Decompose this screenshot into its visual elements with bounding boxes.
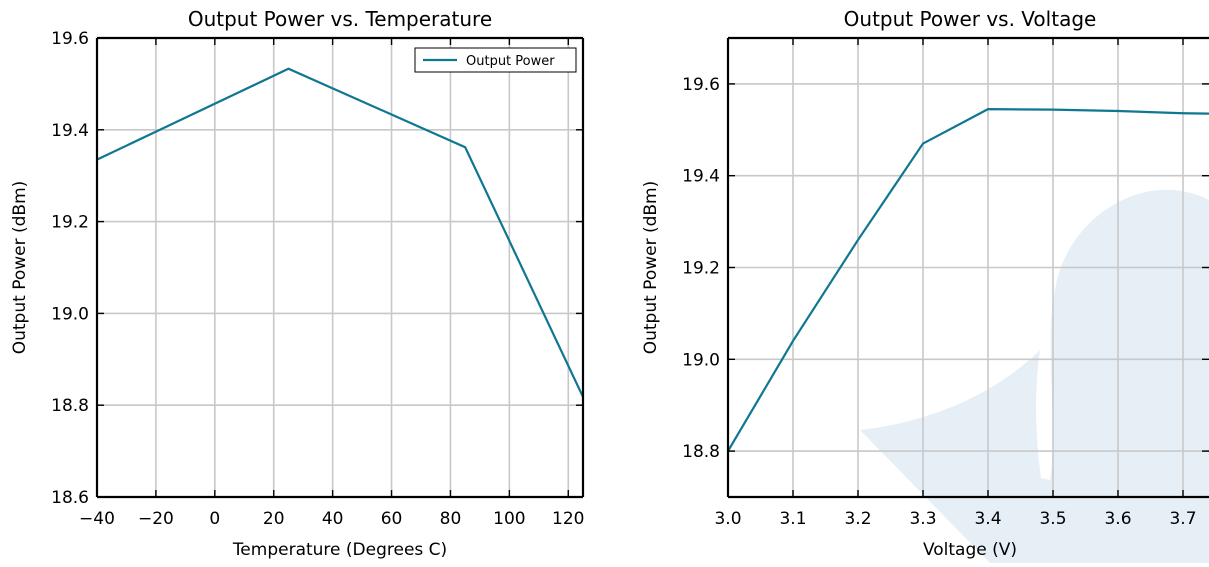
x-tick-label: 3.2 xyxy=(844,509,871,529)
x-tick-label: 20 xyxy=(263,509,285,529)
x-tick-label: 3.5 xyxy=(1039,509,1066,529)
y-tick-label: 19.4 xyxy=(51,121,89,141)
y-tick-label: 18.8 xyxy=(682,442,720,462)
y-tick-label: 19.4 xyxy=(682,167,720,187)
series-line xyxy=(728,108,1209,452)
grid xyxy=(728,38,1209,497)
x-tick-label: 80 xyxy=(440,509,462,529)
x-tick-label: 3.6 xyxy=(1104,509,1131,529)
grid xyxy=(97,38,583,497)
x-tick-label: 3.3 xyxy=(909,509,936,529)
watermark-shape xyxy=(860,350,1060,563)
chart-title: Output Power vs. Temperature xyxy=(188,7,492,31)
y-tick-label: 19.0 xyxy=(682,350,720,370)
series-line xyxy=(97,67,583,398)
x-tick-label: 0 xyxy=(209,509,220,529)
x-tick-label: 3.1 xyxy=(779,509,806,529)
x-tick-label: 3.0 xyxy=(714,509,741,529)
x-tick-label: 3.4 xyxy=(974,509,1001,529)
y-tick-label: 19.6 xyxy=(682,75,720,95)
x-axis-label: Voltage (V) xyxy=(923,540,1017,560)
x-tick-label: −20 xyxy=(138,509,174,529)
x-tick-label: 3.7 xyxy=(1169,509,1196,529)
y-axis-label: Output Power (dBm) xyxy=(641,181,661,355)
chart-voltage: 3.0 3.1 3.2 3.3 3.4 3.5 3.6 3.7 18.8 19.0 19.2 19.4… xyxy=(641,7,1209,560)
x-tick-label: 120 xyxy=(552,509,584,529)
y-tick-label: 18.8 xyxy=(51,396,89,416)
axes-frame xyxy=(726,36,1209,499)
legend: Output Power xyxy=(414,47,577,73)
x-tick-label: 100 xyxy=(493,509,525,529)
x-tick-label: 40 xyxy=(322,509,344,529)
y-tick-label: 19.6 xyxy=(51,29,89,49)
axes-frame xyxy=(95,36,585,499)
y-axis-label: Output Power (dBm) xyxy=(10,181,30,355)
y-tick-label: 19.2 xyxy=(51,213,89,233)
y-tick-label: 19.0 xyxy=(51,304,89,324)
y-tick-label: 19.2 xyxy=(682,259,720,279)
y-tick-label: 18.6 xyxy=(51,488,89,508)
legend-label: Output Power xyxy=(466,54,555,69)
chart-title: Output Power vs. Voltage xyxy=(844,7,1097,31)
x-tick-label: −40 xyxy=(79,509,115,529)
x-axis-label: Temperature (Degrees C) xyxy=(232,540,447,560)
chart-temperature: −40 −20 0 20 40 60 80 100 120 18.6 18.8 19.0 19.2 19.… xyxy=(10,7,584,560)
x-tick-label: 60 xyxy=(381,509,403,529)
